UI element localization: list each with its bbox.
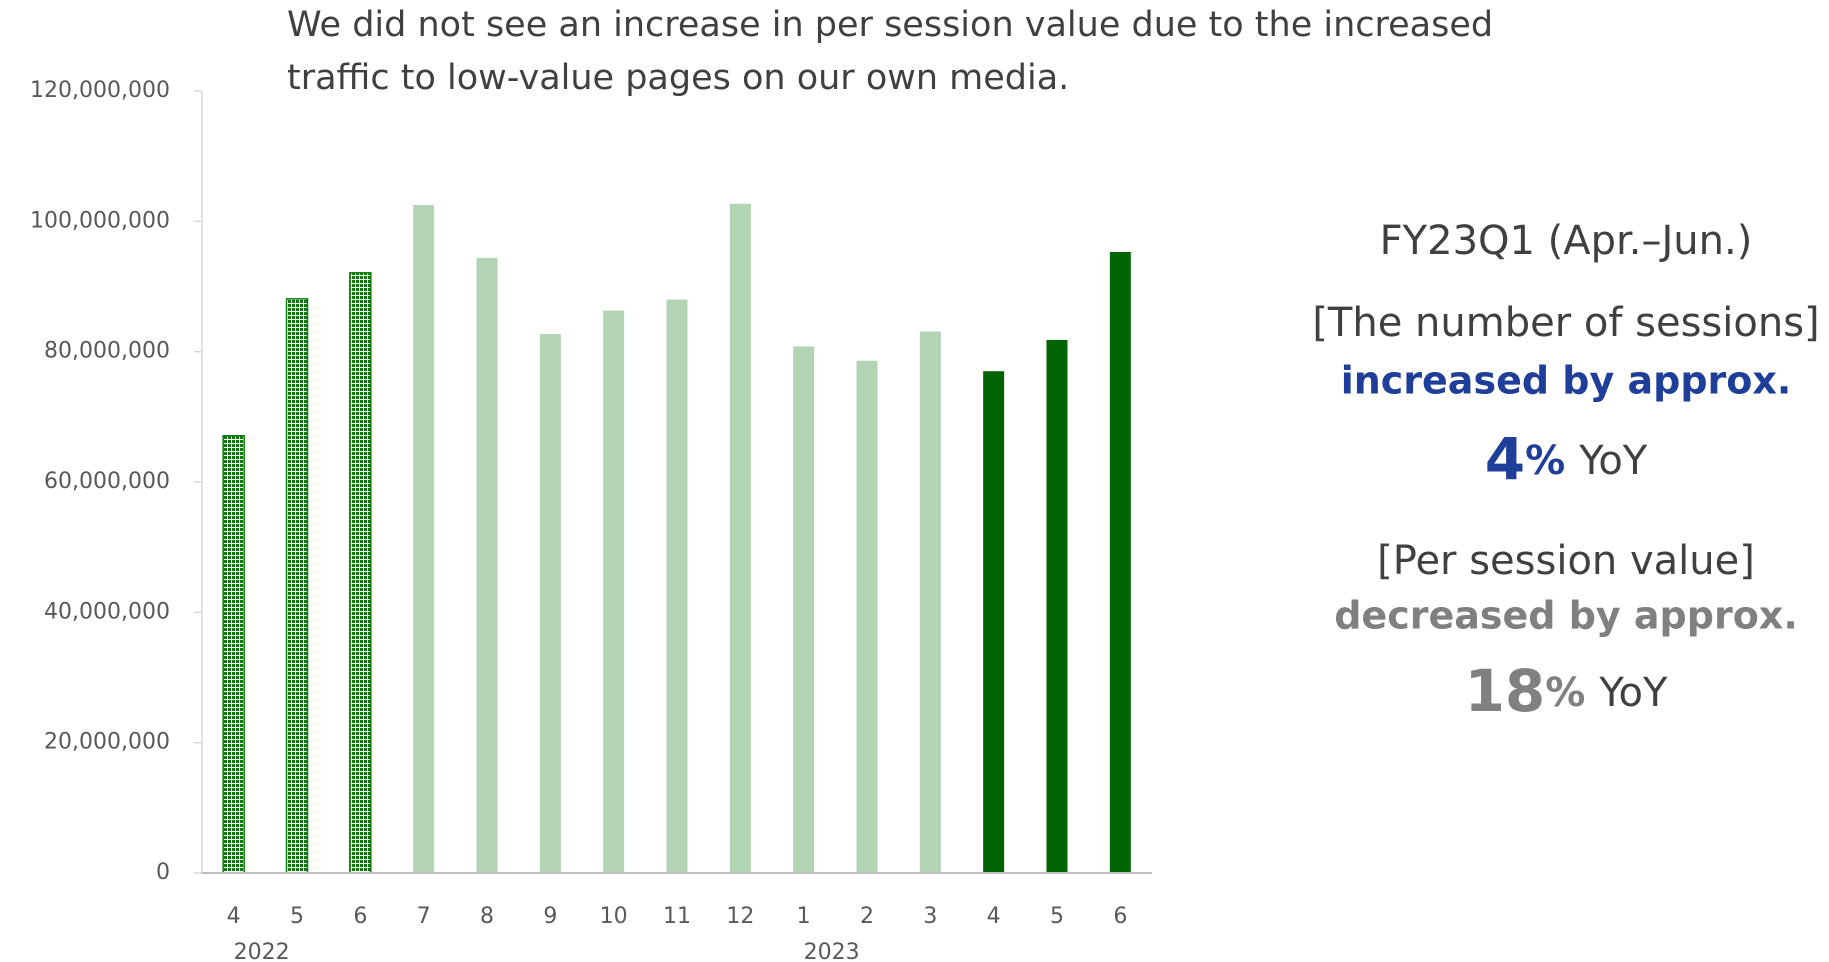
x-tick-label: 8 — [480, 904, 494, 929]
annotation-number: 4 — [1485, 425, 1525, 493]
bar — [729, 203, 751, 873]
chart-title: traffic to low-value pages on our own me… — [287, 58, 1069, 98]
bar — [1046, 339, 1068, 874]
bar — [413, 205, 435, 873]
y-tick-label: 80,000,000 — [44, 339, 170, 364]
bar — [919, 331, 941, 874]
x-tick-label: 2 — [860, 904, 874, 929]
x-year-label: 2023 — [804, 940, 860, 962]
x-tick-label: 11 — [663, 904, 691, 929]
bar — [476, 257, 498, 873]
bar — [349, 272, 372, 874]
annotation-text: increased by approx. — [1341, 359, 1792, 403]
x-tick-label: 6 — [1113, 904, 1127, 929]
bar — [666, 299, 688, 873]
x-tick-label: 7 — [417, 904, 431, 929]
bar — [793, 346, 815, 873]
x-tick-label: 3 — [923, 904, 937, 929]
x-tick-label: 1 — [797, 904, 811, 929]
x-tick-label: 5 — [290, 904, 304, 929]
annotation-unit: % — [1545, 670, 1585, 716]
chart-title: We did not see an increase in per sessio… — [287, 5, 1493, 45]
x-tick-label: 10 — [600, 904, 628, 929]
annotation-number: 18 — [1465, 657, 1546, 725]
x-tick-label: 4 — [987, 904, 1001, 929]
y-tick-label: 20,000,000 — [44, 730, 170, 755]
x-year-label: 2022 — [234, 940, 290, 962]
bar — [222, 434, 245, 874]
bar — [856, 360, 878, 873]
annotation-text: decreased by approx. — [1334, 594, 1798, 638]
annotation-figure: 18% YoY — [1465, 657, 1668, 725]
x-tick-label: 4 — [227, 904, 241, 929]
annotation-figure: 4% YoY — [1485, 425, 1648, 493]
y-tick-label: 60,000,000 — [44, 469, 170, 494]
bar — [1109, 251, 1131, 873]
annotation-heading: FY23Q1 (Apr.–Jun.) — [1380, 218, 1753, 264]
x-tick-label: 9 — [543, 904, 557, 929]
bar — [603, 310, 625, 873]
bar — [983, 371, 1005, 873]
x-tick-label: 5 — [1050, 904, 1064, 929]
y-tick-label: 100,000,000 — [30, 208, 170, 233]
annotation-unit: % — [1525, 438, 1565, 484]
y-tick-label: 0 — [156, 860, 170, 885]
x-tick-label: 12 — [726, 904, 754, 929]
annotation-label: [The number of sessions] — [1312, 300, 1819, 346]
bar — [539, 334, 561, 873]
y-tick-label: 40,000,000 — [44, 599, 170, 624]
annotation-suffix: YoY — [1598, 670, 1668, 716]
x-tick-label: 6 — [353, 904, 367, 929]
bar — [285, 298, 309, 874]
y-tick-label: 120,000,000 — [30, 78, 170, 103]
annotation-suffix: YoY — [1578, 438, 1648, 484]
annotation-label: [Per session value] — [1377, 538, 1755, 584]
